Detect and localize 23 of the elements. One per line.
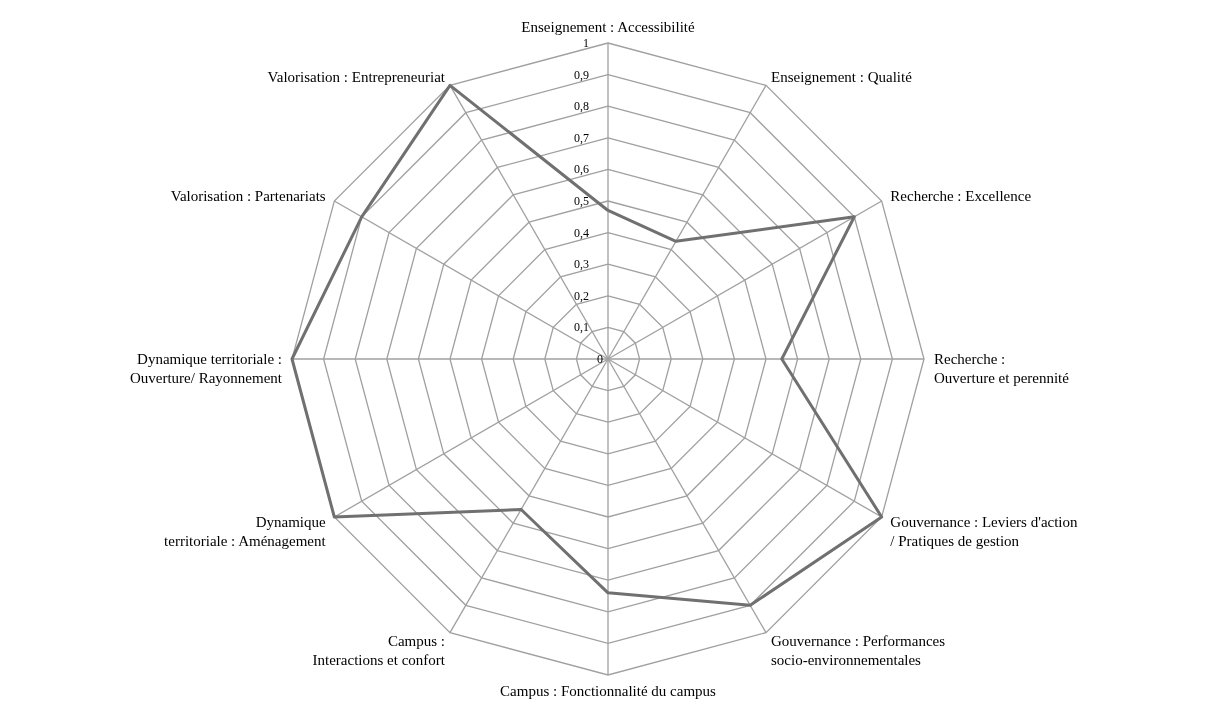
spoke-label: Dynamique territoriale : Ouverture/ Rayonnement: [129, 351, 283, 386]
y-tick-label: 0,6: [574, 162, 589, 177]
spoke-label: Gouvernance : Performances socio-environnementales: [771, 633, 946, 669]
spoke-label: Valorisation : Partenariats: [170, 188, 326, 204]
spoke-label: Campus : Interactions et confort: [312, 633, 446, 669]
y-tick-label: 0,3: [574, 257, 589, 272]
y-tick-label: 0,2: [574, 288, 589, 303]
y-tick-label: 0,4: [574, 225, 589, 240]
y-tick-label: 0,1: [574, 320, 589, 335]
y-tick-label: 0,8: [574, 99, 589, 114]
spoke-label: Recherche : Excellence: [890, 188, 1032, 204]
spoke-label: Recherche : Ouverture et perennité: [934, 351, 1070, 386]
y-tick-label: 0,9: [574, 67, 589, 82]
spoke-label: Valorisation : Entrepreneuriat: [267, 68, 446, 85]
spoke-label: Enseignement : Accessibilité: [521, 19, 695, 35]
spoke-label: Gouvernance : Leviers d'action / Pratiques de gestion: [890, 514, 1079, 549]
spoke-label: Campus : Fonctionnalité du campus: [500, 683, 717, 699]
y-tick-label: 0,7: [574, 130, 589, 145]
y-tick-label: 1: [583, 36, 589, 50]
spoke-label: Enseignement : Qualité: [771, 68, 913, 85]
y-tick-label: 0,5: [574, 194, 589, 208]
y-tick-label: 0: [597, 352, 603, 366]
spoke-label: Dynamique territoriale : Aménagement: [164, 514, 327, 549]
